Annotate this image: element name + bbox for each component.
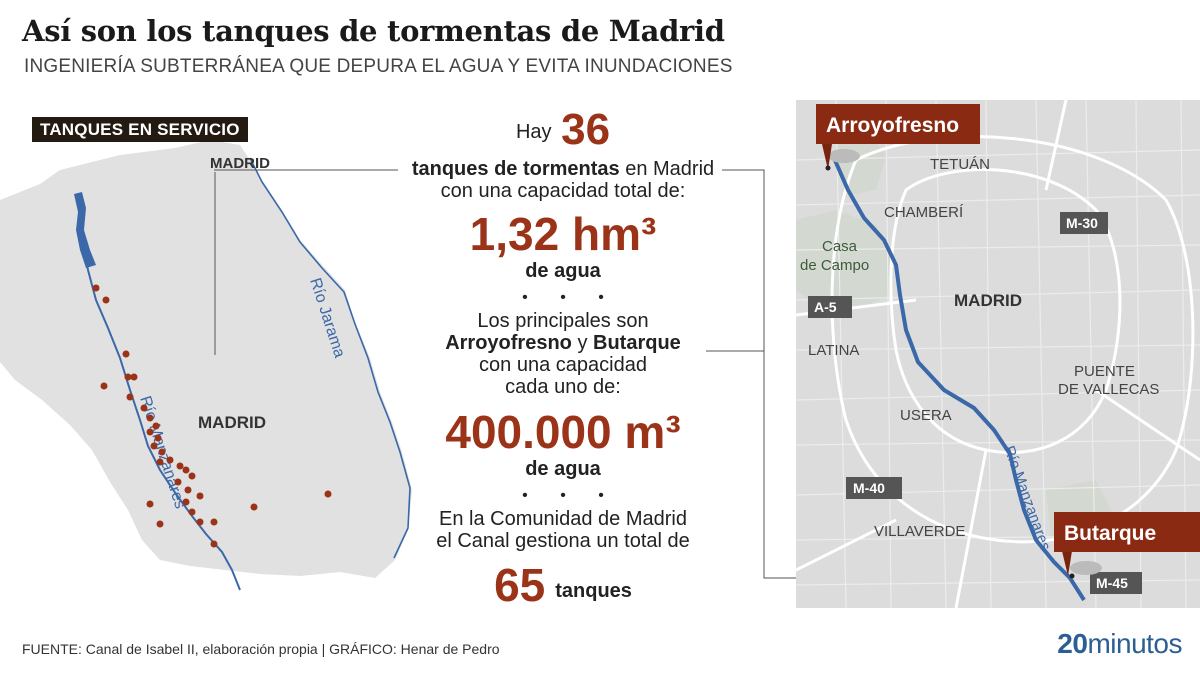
tank-marker: [184, 486, 192, 494]
tank-marker: [122, 350, 130, 358]
river-manzanares-right: [832, 157, 1086, 602]
tank-marker: [182, 466, 190, 474]
tank-marker: [146, 500, 154, 508]
source-footer: FUENTE: Canal de Isabel II, elaboración …: [22, 641, 500, 657]
tank-marker: [140, 404, 148, 412]
label-madrid-region: MADRID: [198, 413, 266, 432]
hay-text: Hay: [515, 121, 552, 143]
capacity-each: 400.000 m³: [445, 406, 681, 458]
tank-marker: [182, 498, 190, 506]
reservoir: [74, 192, 96, 268]
tank-marker: [92, 284, 100, 292]
tank-marker: [146, 428, 154, 436]
tank-marker: [188, 508, 196, 516]
road-m45: M-45: [1096, 575, 1128, 591]
row-canal: el Canal gestiona un total de: [436, 530, 690, 552]
tank-marker: [150, 442, 158, 450]
name-butarque: Butarque: [593, 332, 681, 354]
label-villaverde: VILLAVERDE: [874, 523, 965, 540]
logo-number: 20: [1057, 628, 1088, 659]
tank-marker: [166, 456, 174, 464]
row-tanques: tanques de tormentas en Madrid: [398, 158, 728, 180]
tanques-bold: tanques de tormentas: [411, 158, 620, 180]
community-region: [0, 140, 412, 578]
tanks-in-service-badge: TANQUES EN SERVICIO: [32, 117, 248, 142]
community-map: Río Manzanares Río Jarama MADRID MADRID: [0, 140, 412, 591]
label-usera: USERA: [900, 407, 952, 424]
de-agua-2: de agua: [525, 458, 601, 480]
page-subtitle: INGENIERÍA SUBTERRÁNEA QUE DEPURA EL AGU…: [24, 56, 733, 77]
tank-marker: [130, 373, 138, 381]
road-m40: M-40: [853, 480, 885, 496]
tank-marker: [152, 422, 160, 430]
tank-marker: [154, 434, 162, 442]
row-names: Arroyofresno y Butarque: [398, 332, 728, 354]
label-puente: PUENTE: [1074, 363, 1135, 380]
tank-marker: [196, 518, 204, 526]
name-arroyofresno: Arroyofresno: [445, 332, 572, 354]
label-casa: Casa: [822, 238, 858, 255]
tank-marker: [176, 462, 184, 470]
label-madrid-city: MADRID: [210, 155, 270, 172]
tank-marker: [174, 478, 182, 486]
tank-marker: [196, 492, 204, 500]
tank-marker: [250, 503, 258, 511]
logo-word: minutos: [1087, 628, 1182, 659]
tank-marker: [124, 373, 132, 381]
label-chamberi: CHAMBERÍ: [884, 204, 964, 221]
tank-marker: [156, 458, 164, 466]
pin-arroyofresno: Arroyofresno: [816, 104, 980, 171]
number-36: 36: [561, 105, 611, 154]
tanques-text: tanques: [555, 580, 632, 602]
road-a5: A-5: [814, 299, 837, 315]
river-jarama-left: [249, 157, 411, 559]
separator-dots-1: • • •: [522, 289, 618, 306]
tank-marker: [210, 518, 218, 526]
pin-butarque: Butarque: [1054, 512, 1200, 579]
tank-markers: [92, 284, 332, 548]
row-con-capacidad: con una capacidad: [479, 354, 647, 376]
label-de-campo: de Campo: [800, 257, 869, 274]
separator-dots-2: • • •: [522, 487, 618, 504]
row-cada-uno: cada uno de:: [505, 376, 621, 398]
row-65: 65 tanques: [398, 562, 728, 608]
de-agua-1: de agua: [525, 260, 601, 282]
tank-marker: [188, 472, 196, 480]
tank-marker: [126, 393, 134, 401]
label-madrid-center: MADRID: [954, 291, 1022, 310]
center-info: Hay 36 tanques de tormentas en Madrid co…: [398, 108, 728, 609]
y-text: y: [571, 332, 594, 354]
tank-marker: [324, 490, 332, 498]
number-65: 65: [494, 559, 546, 611]
road-m30: M-30: [1066, 215, 1098, 231]
tank-marker: [146, 414, 154, 422]
pin-label-arroyofresno: Arroyofresno: [826, 114, 959, 137]
tank-marker: [102, 296, 110, 304]
capacity-total: 1,32 hm³: [469, 208, 657, 260]
row-comunidad: En la Comunidad de Madrid: [439, 508, 687, 530]
label-tetuan: TETUÁN: [930, 156, 990, 173]
label-latina: LATINA: [808, 342, 859, 359]
park-casa-de-campo: [796, 210, 896, 310]
label-de-vallecas: DE VALLECAS: [1058, 381, 1159, 398]
row-capacidad: con una capacidad total de:: [440, 180, 686, 202]
row-hay: Hay 36: [398, 108, 728, 152]
brand-logo[interactable]: 20minutos: [1057, 628, 1182, 660]
pin-label-butarque: Butarque: [1064, 522, 1156, 545]
en-madrid-text: en Madrid: [619, 158, 715, 180]
tank-marker: [156, 520, 164, 528]
tank-marker: [158, 448, 166, 456]
tank-marker: [100, 382, 108, 390]
city-map: Río Manzanares TETUÁN CHAMBERÍ Casa de C…: [796, 100, 1200, 608]
page-title: Así son los tanques de tormentas de Madr…: [22, 14, 725, 48]
tank-marker: [210, 540, 218, 548]
row-principales: Los principales son: [477, 310, 649, 332]
